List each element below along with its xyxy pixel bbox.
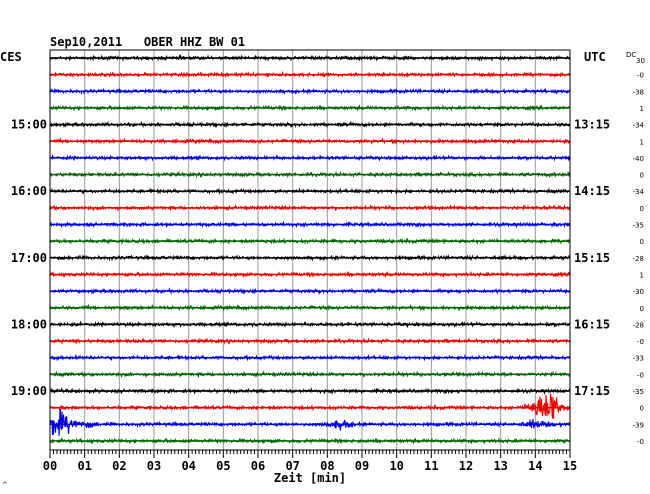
dc-value: -39 (633, 421, 644, 429)
trace-row-21 (49, 393, 571, 419)
x-tick-label: 05 (216, 459, 230, 473)
left-time-label: 16:00 (11, 184, 47, 198)
right-time-label: 16:15 (574, 317, 610, 331)
right-time-label: 17:15 (574, 384, 610, 398)
dc-sub: 30 (636, 57, 645, 65)
right-time-label: 15:15 (574, 251, 610, 265)
dc-value: -35 (633, 222, 644, 230)
dc-label: DC (626, 51, 636, 59)
dc-value: -0 (637, 438, 644, 446)
x-tick-label: 14 (528, 459, 542, 473)
dc-value: -28 (633, 321, 644, 329)
dc-value: -0 (637, 338, 644, 346)
right-time-label: 13:15 (574, 118, 610, 132)
right-time-label: 14:15 (574, 184, 610, 198)
x-tick-label: 03 (147, 459, 161, 473)
dc-value: -35 (633, 388, 644, 396)
x-tick-label: 09 (355, 459, 369, 473)
dc-value: -34 (633, 122, 645, 130)
left-time-label: 17:00 (11, 251, 47, 265)
x-tick-label: 07 (285, 459, 299, 473)
dc-value: -40 (633, 155, 644, 163)
dc-value: -33 (633, 355, 644, 363)
x-tick-label: 01 (77, 459, 91, 473)
x-tick-label: 06 (251, 459, 265, 473)
x-tick-label: 08 (320, 459, 334, 473)
dc-values: -0 -38 1 -34 1 -40 0 -34 0 -35 0 -28 1 -30 0 -28 -0 -33 -0… (633, 72, 645, 446)
dc-value: -0 (637, 371, 644, 379)
x-tick-label: 00 (43, 459, 57, 473)
dc-value: 1 (640, 105, 644, 113)
dc-value: 0 (640, 405, 644, 413)
right-axis-label: UTC (584, 50, 606, 64)
dc-value: 0 (640, 172, 644, 180)
left-time-label: 19:00 (11, 384, 47, 398)
left-time-label: 18:00 (11, 317, 47, 331)
dc-value: 1 (640, 138, 644, 146)
right-time-labels: 13:15 14:15 15:15 16:15 17:15 (574, 118, 610, 398)
left-axis-label: CES (0, 50, 22, 64)
x-tick-label: 13 (493, 459, 507, 473)
left-time-label: 15:00 (11, 118, 47, 132)
left-time-labels: 15:00 16:00 17:00 18:00 19:00 (11, 118, 47, 398)
dc-value: 0 (640, 305, 644, 313)
x-axis-label: Zeit [min] (274, 471, 346, 485)
chart-title: Sep10,2011 OBER HHZ BW 01 (50, 35, 245, 49)
dc-value: -0 (637, 72, 644, 80)
corner-mark: ^ (2, 481, 8, 489)
x-tick-label: 02 (112, 459, 126, 473)
x-axis: 00 01 02 03 04 05 06 07 08 09 10 11 12 13 14 15 (43, 450, 577, 473)
grid (84, 50, 536, 450)
x-tick-label: 10 (389, 459, 403, 473)
traces (49, 53, 571, 445)
dc-value: -38 (633, 88, 644, 96)
dc-value: -28 (633, 255, 644, 263)
x-tick-label: 04 (181, 459, 195, 473)
dc-value: 0 (640, 238, 644, 246)
x-tick-label: 11 (424, 459, 438, 473)
x-tick-label: 15 (563, 459, 577, 473)
dc-value: 1 (640, 271, 644, 279)
dc-value: -30 (633, 288, 644, 296)
x-tick-label: 12 (459, 459, 473, 473)
trace-row-22 (49, 408, 571, 436)
dc-value: -34 (633, 188, 645, 196)
dc-value: 0 (640, 205, 644, 213)
